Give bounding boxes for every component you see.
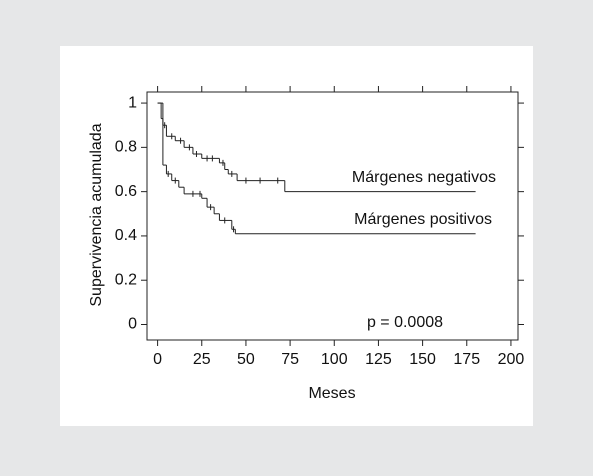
series-label: Márgenes positivos: [354, 211, 492, 228]
series-label: Márgenes negativos: [352, 169, 496, 186]
y-tick-label: 0.2: [115, 271, 137, 288]
panel: [60, 46, 533, 426]
x-axis-label: Meses: [308, 385, 355, 402]
y-axis-label: Supervivencia acumulada: [88, 123, 105, 306]
y-tick-label: 0.6: [115, 183, 137, 200]
x-tick-label: 125: [365, 351, 392, 368]
y-tick-label: 0.8: [115, 139, 137, 156]
x-tick-label: 150: [409, 351, 436, 368]
x-tick-label: 25: [193, 351, 211, 368]
x-tick-label: 175: [453, 351, 480, 368]
y-tick-label: 0: [128, 316, 137, 333]
y-tick-label: 1: [128, 94, 137, 111]
x-tick-label: 100: [321, 351, 348, 368]
y-tick-label: 0.4: [115, 227, 137, 244]
x-tick-label: 75: [281, 351, 299, 368]
x-tick-label: 50: [237, 351, 255, 368]
p-value: p = 0.0008: [367, 314, 443, 331]
plot-frame: [146, 91, 519, 341]
x-tick-label: 200: [498, 351, 525, 368]
x-tick-label: 0: [153, 351, 162, 368]
